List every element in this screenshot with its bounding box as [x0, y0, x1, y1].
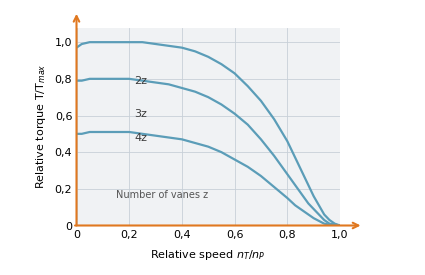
X-axis label: Relative speed $n_T$/$n_P$: Relative speed $n_T$/$n_P$: [150, 248, 266, 262]
Text: 2z: 2z: [134, 76, 147, 86]
Text: 4z: 4z: [134, 133, 147, 142]
Text: Number of vanes z: Number of vanes z: [116, 190, 208, 200]
Text: 3z: 3z: [134, 109, 147, 119]
Y-axis label: Relative torque T/T$_{max}$: Relative torque T/T$_{max}$: [34, 64, 48, 189]
